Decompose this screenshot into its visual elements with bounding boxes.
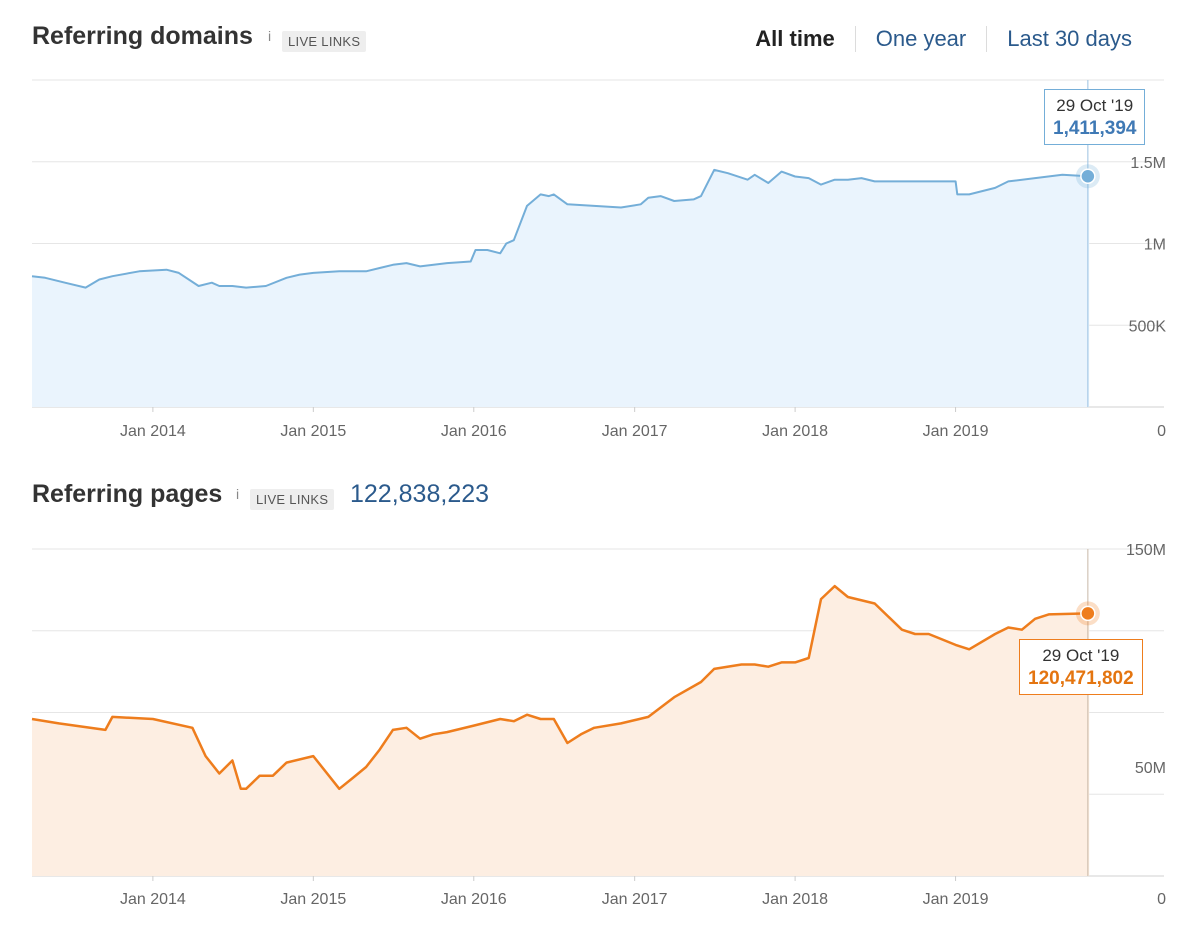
y-tick-label: 500K <box>1129 318 1167 335</box>
tooltip-value: 1,411,394 <box>1053 118 1137 139</box>
x-tick-label: Jan 2018 <box>762 423 828 440</box>
hover-point[interactable] <box>1080 168 1096 184</box>
info-icon[interactable]: i <box>236 486 240 502</box>
live-links-badge: LIVE LINKS <box>282 31 367 52</box>
y-tick-label: 50M <box>1135 760 1166 777</box>
y-tick-label: 0 <box>1157 891 1166 908</box>
hover-point[interactable] <box>1080 605 1096 622</box>
y-tick-label: 1.5M <box>1130 155 1166 172</box>
divider <box>854 26 856 52</box>
range-last-30-days[interactable]: Last 30 days <box>1007 26 1132 51</box>
referring-domains-tooltip: 29 Oct '19 1,411,394 <box>1044 89 1146 145</box>
x-tick-label: Jan 2015 <box>280 423 346 440</box>
series-area <box>32 169 1090 407</box>
range-all-time[interactable]: All time <box>755 26 835 51</box>
time-range-selector: All time One year Last 30 days <box>735 26 1152 52</box>
x-tick-label: Jan 2017 <box>602 423 668 440</box>
x-tick-label: Jan 2014 <box>120 891 186 908</box>
tooltip-date: 29 Oct '19 <box>1042 646 1120 665</box>
series-line <box>31 584 1090 791</box>
x-tick-label: Jan 2019 <box>923 891 989 908</box>
referring-domains-chart[interactable]: Jan 2014 Jan 2015 Jan 2016 Jan 2017 Jan 2018… <box>0 0 1200 440</box>
info-icon[interactable]: i <box>268 28 272 44</box>
referring-pages-title: Referring pages <box>32 480 223 508</box>
x-tick-label: Jan 2018 <box>762 891 828 908</box>
divider <box>986 26 988 52</box>
tooltip-value: 120,471,802 <box>1028 668 1134 689</box>
x-tick-label: Jan 2019 <box>923 423 989 440</box>
referring-domains-title: Referring domains <box>32 22 253 50</box>
x-tick-label: Jan 2014 <box>120 423 186 440</box>
y-tick-label: 150M <box>1126 542 1166 559</box>
x-tick-label: Jan 2015 <box>280 891 346 908</box>
referring-pages-tooltip: 29 Oct '19 120,471,802 <box>1019 639 1143 695</box>
range-one-year[interactable]: One year <box>875 26 967 51</box>
tooltip-date: 29 Oct '19 <box>1056 96 1134 115</box>
live-links-badge: LIVE LINKS <box>250 489 335 510</box>
y-tick-label: 1M <box>1144 237 1166 254</box>
x-tick-label: Jan 2017 <box>602 891 668 908</box>
x-tick-label: Jan 2016 <box>441 423 507 440</box>
referring-pages-total: 122,838,223 <box>350 480 490 508</box>
series-line <box>31 168 1090 289</box>
y-tick-label: 0 <box>1157 423 1166 440</box>
x-tick-label: Jan 2016 <box>441 891 507 908</box>
